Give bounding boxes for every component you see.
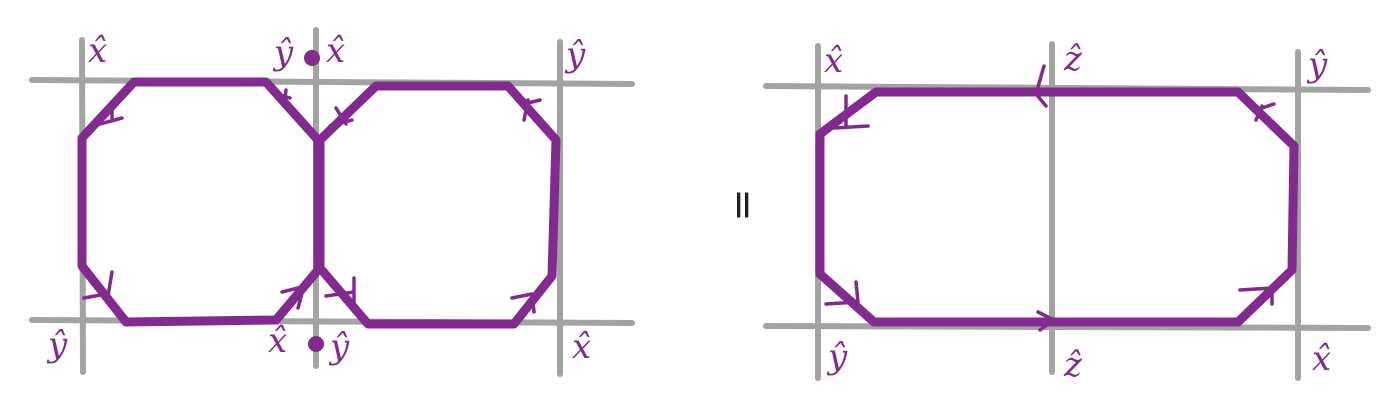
left-top-junction-dot [304, 50, 320, 66]
left-label-top-right: ŷ [564, 35, 586, 75]
left-loop-2 [315, 81, 561, 329]
left-grid-top-line [29, 77, 635, 87]
left-label-bottom-left: ŷ [46, 325, 68, 365]
left-arrow-mark-4 [280, 284, 308, 310]
right-labels: x̂ ẑ ŷ ŷ ẑ x̂ [824, 39, 1331, 385]
right-label-bottom-left: ŷ [826, 337, 848, 377]
right-diagram: x̂ ẑ ŷ ŷ ẑ x̂ [763, 39, 1371, 385]
equals-sign: = [720, 188, 766, 222]
left-arrow-mark-8 [510, 292, 536, 314]
right-arrow-mark-4 [824, 280, 860, 306]
right-label-top-right: ŷ [1306, 45, 1328, 85]
left-label-bottom-right: x̂ [572, 327, 591, 367]
right-label-top-left: x̂ [824, 41, 843, 81]
right-loop [815, 87, 1299, 327]
right-arrow-mark-2 [1034, 64, 1048, 108]
left-arrow-mark-5 [328, 106, 354, 128]
right-grid-bottom-line [763, 323, 1371, 331]
right-arrow-mark-5 [1036, 310, 1058, 332]
left-arrow-mark-7 [324, 276, 356, 304]
right-label-bottom-mid: ẑ [1063, 345, 1083, 385]
left-label-top-mid-right: x̂ [326, 31, 345, 71]
right-arrow-marks [824, 64, 1276, 332]
left-arrow-mark-1 [98, 102, 124, 126]
right-arrow-mark-1 [832, 94, 870, 130]
left-arrow-marks [82, 88, 542, 314]
left-label-bottom-mid-left: x̂ [268, 321, 287, 361]
left-diagram: x̂ ŷ x̂ ŷ ŷ x̂ ŷ x̂ [29, 27, 635, 377]
right-arrow-mark-3 [1254, 102, 1276, 122]
left-label-top-mid-left: ŷ [272, 33, 294, 73]
right-arrow-mark-6 [1238, 286, 1274, 306]
left-bottom-junction-dot [308, 336, 324, 352]
left-label-bottom-mid-right: ŷ [328, 327, 350, 367]
left-arrow-mark-3 [82, 270, 114, 300]
left-arrow-mark-2 [270, 88, 292, 108]
left-label-top-left: x̂ [88, 31, 107, 71]
right-label-top-mid: ẑ [1063, 39, 1083, 79]
left-arrow-mark-6 [522, 98, 542, 122]
left-labels: x̂ ŷ x̂ ŷ ŷ x̂ ŷ x̂ [46, 31, 591, 367]
right-label-bottom-right: x̂ [1312, 339, 1331, 379]
